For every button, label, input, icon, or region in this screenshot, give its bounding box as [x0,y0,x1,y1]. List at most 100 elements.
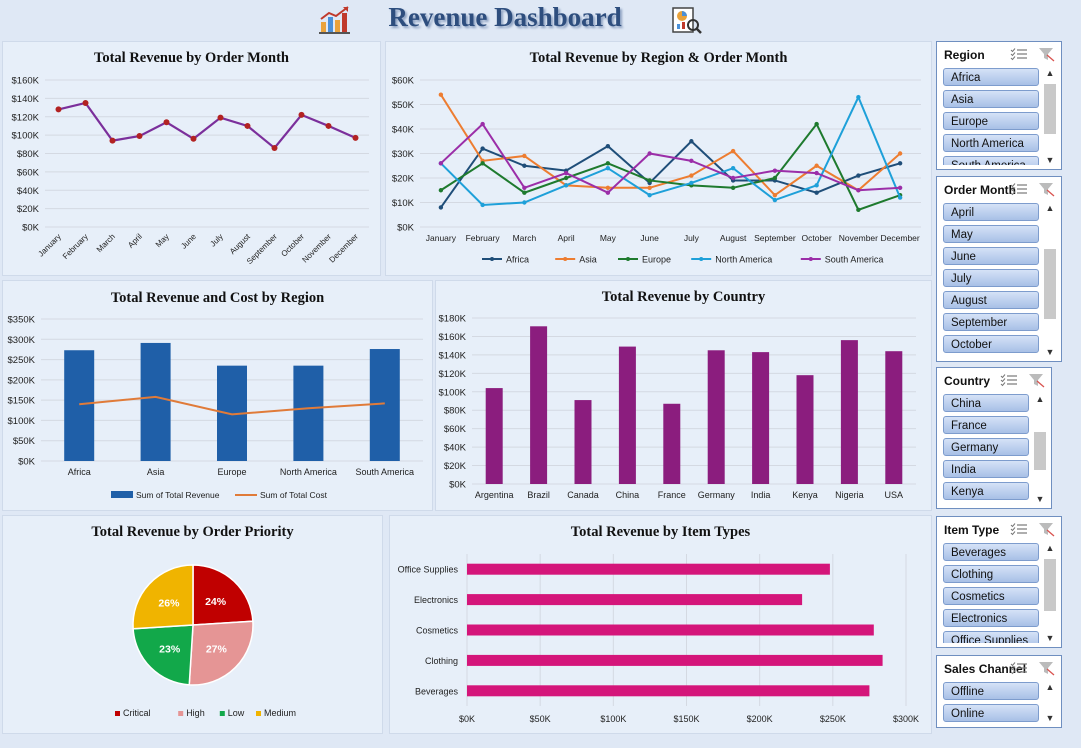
slicer-sales-channel[interactable]: Sales Channel Offline Online ▲ ▼ [936,655,1062,728]
scroll-up-icon[interactable]: ▲ [1045,68,1055,78]
scroll-up-icon[interactable]: ▲ [1045,543,1055,553]
x-tick-label: April [558,233,575,243]
y-tick-label: $40K [392,125,415,136]
slicer-item[interactable]: April [943,203,1039,221]
scroll-down-icon[interactable]: ▼ [1045,347,1055,357]
slicer-item[interactable]: Electronics [943,609,1039,627]
slicer-scrollbar[interactable]: ▲ ▼ [1043,203,1057,357]
scroll-down-icon[interactable]: ▼ [1045,713,1055,723]
slicer-item[interactable]: Cosmetics [943,587,1039,605]
series-line [440,122,901,212]
data-point [438,205,444,210]
y-tick-label: $140K [439,350,467,361]
slicer-item[interactable]: Online [943,704,1039,722]
scroll-up-icon[interactable]: ▲ [1045,203,1055,213]
legend-label: High [186,708,205,718]
revenue-line [58,101,356,150]
legend-marker [808,257,813,261]
slicer-item[interactable]: Office Supplies [943,631,1039,643]
item-bar [467,685,870,697]
y-tick-label: $180K [439,314,467,325]
slicer-item[interactable]: Asia [943,90,1039,108]
multi-select-icon[interactable] [1009,46,1055,62]
x-tick-label: June [640,233,659,243]
x-tick-label: July [208,232,224,248]
scroll-thumb[interactable] [1044,559,1056,611]
slicer-item[interactable]: July [943,269,1039,287]
slicer-item[interactable]: China [943,394,1029,412]
slicer-order-month[interactable]: Order Month April May June July August S… [936,176,1062,362]
x-tick-label: February [466,233,501,243]
slicer-scrollbar[interactable]: ▲ ▼ [1043,682,1057,723]
country-bar [840,340,858,484]
slicer-item[interactable]: Europe [943,112,1039,130]
slicer-item[interactable]: Offline [943,682,1039,700]
scroll-down-icon[interactable]: ▼ [1045,155,1055,165]
slicer-item[interactable]: France [943,416,1029,434]
x-tick-label: October [802,233,832,243]
country-title: Total Revenue by Country [601,289,766,305]
series-line [440,94,902,206]
y-tick-label: $140K [12,94,40,105]
scroll-thumb[interactable] [1044,84,1056,134]
slicer-item[interactable]: August [943,291,1039,309]
slicer-item[interactable]: October [943,335,1039,353]
slicer-item[interactable]: May [943,225,1039,243]
legend-marker [490,257,494,261]
legend-marker [699,257,704,261]
slicer-country[interactable]: Country China France Germany India Kenya… [936,367,1052,509]
x-tick-label: August [720,233,747,243]
slicer-item[interactable]: North America [943,134,1039,152]
slicer-item-type[interactable]: Item Type Beverages Clothing Cosmetics E… [936,516,1062,648]
slicer-item[interactable]: India [943,460,1029,478]
slicer-item[interactable]: Africa [943,68,1039,86]
data-point [352,134,359,141]
multi-select-icon[interactable] [999,372,1045,388]
slicer-item[interactable]: Beverages [943,543,1039,561]
x-tick-label: November [839,233,878,243]
month-revenue-title: Total Revenue by Order Month [94,50,289,66]
scroll-thumb[interactable] [1044,249,1056,319]
data-point [325,122,332,129]
region-rev-cost-chart: $0K $50K $100K $150K $200K $250K $300K $350K Afr… [8,315,423,500]
data-point [480,146,485,151]
scroll-up-icon[interactable]: ▲ [1035,394,1045,404]
clear-filter-icon [1029,374,1045,388]
slicer-item[interactable]: South America [943,156,1039,165]
slicer-scrollbar[interactable]: ▲ ▼ [1043,68,1057,165]
slicer-scrollbar[interactable]: ▲ ▼ [1043,543,1057,643]
data-point [605,190,611,195]
data-point [136,133,143,140]
slicer-item[interactable]: Clothing [943,565,1039,583]
data-point [647,178,652,183]
country-chart: $0K $20K $40K $60K $80K $100K $120K $140K $160K $… [439,314,916,500]
scroll-thumb[interactable] [1034,432,1046,470]
slicer-item[interactable]: Germany [943,438,1029,456]
priority-panel: Total Revenue by Order Priority 24% 27% 23… [2,515,383,734]
slicer-title: Region [944,48,985,62]
slicer-item[interactable]: September [943,313,1039,331]
y-tick-label: $300K [8,335,36,346]
slicer-region[interactable]: Region Africa Asia Europe North America … [936,41,1062,170]
data-point [438,92,444,97]
slicer-item[interactable]: June [943,247,1039,265]
slicer-scrollbar[interactable]: ▲ ▼ [1033,394,1047,504]
data-point [438,161,444,166]
y-tick-label: $80K [444,406,467,417]
data-point [522,190,527,195]
legend-label: South America [825,255,884,265]
multi-select-icon[interactable] [1009,660,1055,676]
x-tick-label: $50K [530,714,551,724]
multi-select-icon[interactable] [1009,521,1055,537]
multi-select-icon[interactable] [1009,181,1055,197]
scroll-down-icon[interactable]: ▼ [1045,633,1055,643]
cost-line [79,395,385,416]
y-tick-label: $30K [392,149,415,160]
scroll-up-icon[interactable]: ▲ [1045,682,1055,692]
x-tick-label: March [513,233,537,243]
x-tick-label: August [228,232,253,257]
scroll-down-icon[interactable]: ▼ [1035,494,1045,504]
slicer-item[interactable]: Kenya [943,482,1029,500]
country-bar [707,350,725,484]
data-point [856,94,861,100]
